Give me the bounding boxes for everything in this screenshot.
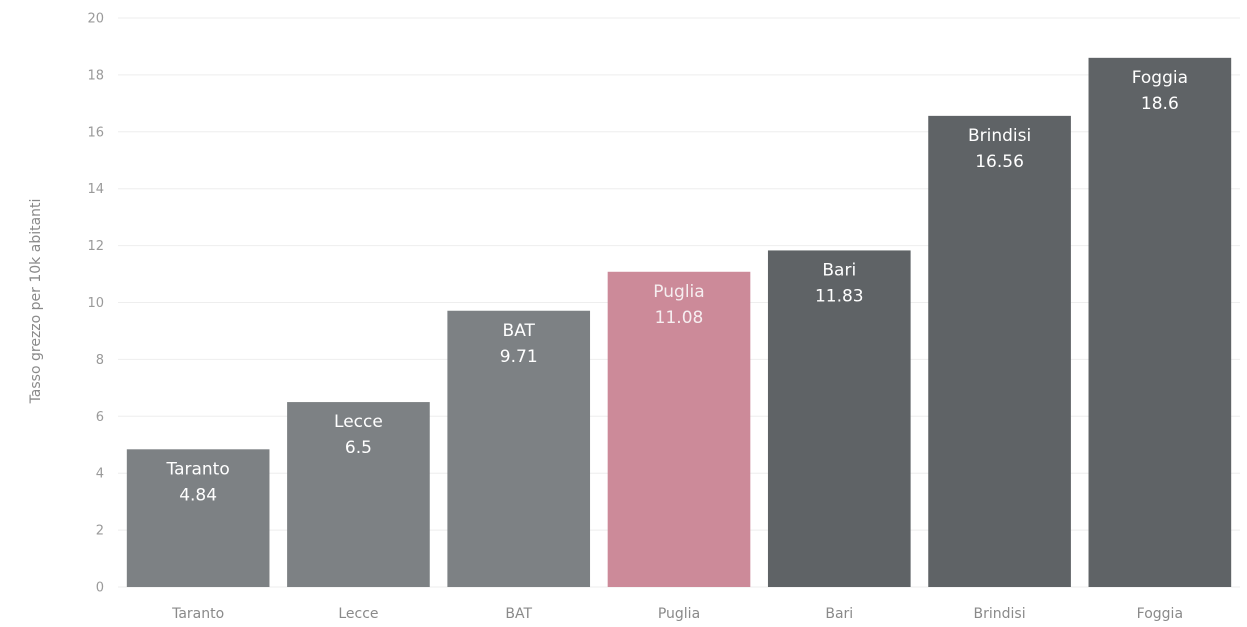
bar bbox=[928, 115, 1071, 588]
bar-label-name: Taranto bbox=[166, 459, 230, 479]
x-tick-label: Lecce bbox=[338, 606, 378, 622]
y-tick-label: 14 bbox=[87, 182, 104, 197]
x-tick-label: BAT bbox=[505, 606, 532, 622]
y-tick-label: 16 bbox=[87, 125, 104, 140]
bar-label-name: BAT bbox=[503, 321, 536, 341]
bar bbox=[287, 402, 430, 587]
x-tick-label: Bari bbox=[825, 606, 853, 622]
bar bbox=[1088, 57, 1232, 587]
y-tick-label: 8 bbox=[96, 353, 104, 368]
bar-label-value: 9.71 bbox=[500, 347, 538, 367]
bar bbox=[767, 250, 911, 587]
y-tick-label: 10 bbox=[87, 296, 104, 311]
y-tick-label: 6 bbox=[96, 410, 104, 425]
bar-label-value: 11.08 bbox=[655, 308, 704, 328]
bar-label-name: Foggia bbox=[1132, 68, 1188, 88]
y-tick-label: 0 bbox=[96, 581, 104, 596]
x-tick-label: Foggia bbox=[1137, 606, 1183, 622]
bar bbox=[447, 310, 591, 587]
x-axis-ticks: Taranto Lecce BAT Puglia Bari Brindisi Foggia bbox=[171, 606, 1183, 622]
y-axis-ticks: 0 2 4 6 8 10 12 14 16 18 20 bbox=[87, 12, 104, 596]
bar-label-value: 16.56 bbox=[975, 152, 1024, 172]
y-tick-label: 2 bbox=[96, 524, 104, 539]
y-axis-label: Tasso grezzo per 10k abitanti bbox=[28, 199, 44, 405]
bar-labels: Taranto 4.84 Lecce 6.5 BAT 9.71 Puglia 11.08 Bar… bbox=[166, 68, 1188, 505]
bar-label-value: 11.83 bbox=[815, 286, 864, 306]
y-tick-label: 12 bbox=[87, 239, 104, 254]
bar bbox=[607, 271, 751, 587]
bar-label-value: 18.6 bbox=[1141, 94, 1179, 114]
y-tick-label: 20 bbox=[87, 12, 104, 27]
bar-label-name: Lecce bbox=[334, 412, 383, 432]
bars bbox=[126, 57, 1232, 588]
x-tick-label: Brindisi bbox=[974, 606, 1026, 622]
y-tick-label: 4 bbox=[96, 467, 104, 482]
bar bbox=[126, 449, 270, 587]
x-tick-label: Puglia bbox=[658, 606, 700, 622]
bar-label-name: Bari bbox=[822, 260, 856, 280]
x-tick-label: Taranto bbox=[171, 606, 224, 622]
bar-label-name: Brindisi bbox=[968, 126, 1031, 146]
y-tick-label: 18 bbox=[87, 68, 104, 83]
bar-label-name: Puglia bbox=[653, 282, 704, 302]
bar-label-value: 4.84 bbox=[179, 485, 217, 505]
bar-label-value: 6.5 bbox=[345, 438, 372, 458]
